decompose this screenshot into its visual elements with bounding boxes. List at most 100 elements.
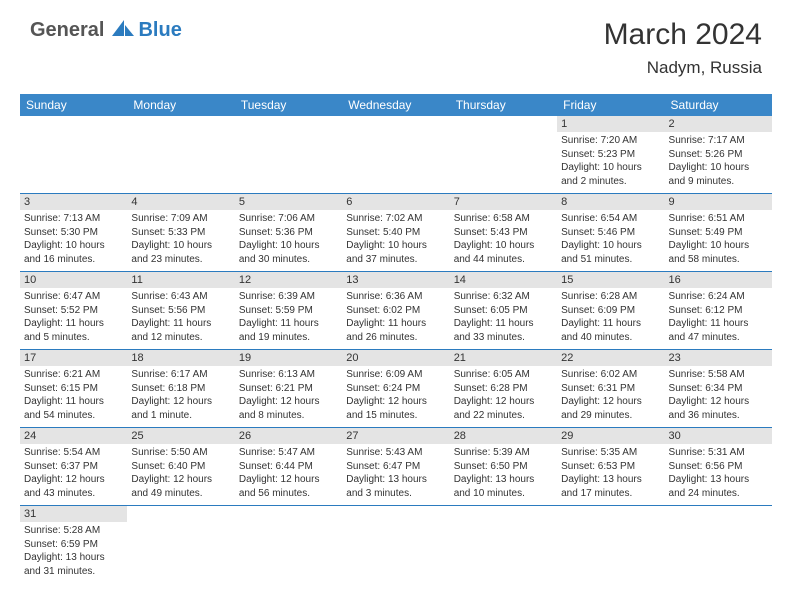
sunrise-text: Sunrise: 6:13 AM (239, 368, 338, 382)
day-number: 25 (127, 428, 234, 444)
sunrise-text: Sunrise: 7:02 AM (346, 212, 445, 226)
day-number: 27 (342, 428, 449, 444)
calendar-row: 1Sunrise: 7:20 AMSunset: 5:23 PMDaylight… (20, 116, 772, 194)
sunset-text: Sunset: 6:47 PM (346, 460, 445, 474)
daylight-text: Daylight: 10 hours (346, 239, 445, 253)
daylight-text: and 12 minutes. (131, 331, 230, 345)
daylight-text: Daylight: 13 hours (454, 473, 553, 487)
calendar-row: 17 Sunrise: 6:21 AMSunset: 6:15 PM Dayligh… (20, 350, 772, 428)
daylight-text: and 31 minutes. (24, 565, 123, 579)
sunset-text: Sunset: 6:15 PM (24, 382, 123, 396)
weekday-header: Sunday (20, 94, 127, 116)
day-number: 14 (450, 272, 557, 288)
day-number: 8 (557, 194, 664, 210)
sunrise-text: Sunrise: 7:13 AM (24, 212, 123, 226)
calendar-cell: 13Sunrise: 6:36 AMSunset: 6:02 PMDayligh… (342, 272, 449, 350)
day-number: 31 (20, 506, 127, 522)
daylight-text: Daylight: 10 hours (561, 239, 660, 253)
daylight-text: and 19 minutes. (239, 331, 338, 345)
sunset-text: Sunset: 5:33 PM (131, 226, 230, 240)
sunrise-text: Sunrise: 7:09 AM (131, 212, 230, 226)
sunset-text: Sunset: 5:43 PM (454, 226, 553, 240)
sunset-text: Sunset: 6:37 PM (24, 460, 123, 474)
daylight-text: and 24 minutes. (669, 487, 768, 501)
calendar-cell (235, 506, 342, 584)
header: General Blue March 2024 Nadym, Russia (0, 0, 792, 86)
calendar-cell (557, 506, 664, 584)
day-number: 6 (342, 194, 449, 210)
calendar-cell: 16Sunrise: 6:24 AMSunset: 6:12 PMDayligh… (665, 272, 772, 350)
daylight-text: Daylight: 10 hours (669, 161, 768, 175)
daylight-text: Daylight: 10 hours (24, 239, 123, 253)
daylight-text: and 26 minutes. (346, 331, 445, 345)
day-number: 3 (20, 194, 127, 210)
daylight-text: Daylight: 11 hours (239, 317, 338, 331)
sunset-text: Sunset: 5:56 PM (131, 304, 230, 318)
day-number: 28 (450, 428, 557, 444)
calendar-cell: 28Sunrise: 5:39 AMSunset: 6:50 PMDayligh… (450, 428, 557, 506)
daylight-text: and 58 minutes. (669, 253, 768, 267)
daylight-text: Daylight: 13 hours (346, 473, 445, 487)
daylight-text: and 40 minutes. (561, 331, 660, 345)
sunset-text: Sunset: 5:40 PM (346, 226, 445, 240)
weekday-header: Saturday (665, 94, 772, 116)
sunrise-text: Sunrise: 5:47 AM (239, 446, 338, 460)
calendar-cell: 22Sunrise: 6:02 AMSunset: 6:31 PMDayligh… (557, 350, 664, 428)
daylight-text: Daylight: 12 hours (131, 395, 230, 409)
weekday-header: Thursday (450, 94, 557, 116)
daylight-text: and 56 minutes. (239, 487, 338, 501)
daylight-text: Daylight: 13 hours (669, 473, 768, 487)
calendar-cell: 9Sunrise: 6:51 AMSunset: 5:49 PMDaylight… (665, 194, 772, 272)
daylight-text: and 9 minutes. (669, 175, 768, 189)
sunrise-text: Sunrise: 6:54 AM (561, 212, 660, 226)
logo-text-blue: Blue (138, 19, 181, 42)
day-number: 18 (127, 350, 234, 366)
sunrise-text: Sunrise: 6:36 AM (346, 290, 445, 304)
calendar-cell: 11Sunrise: 6:43 AMSunset: 5:56 PMDayligh… (127, 272, 234, 350)
daylight-text: and 51 minutes. (561, 253, 660, 267)
title-block: March 2024 Nadym, Russia (604, 18, 762, 78)
daylight-text: and 5 minutes. (24, 331, 123, 345)
daylight-text: and 17 minutes. (561, 487, 660, 501)
sunrise-text: Sunrise: 6:28 AM (561, 290, 660, 304)
day-number: 21 (450, 350, 557, 366)
sunset-text: Sunset: 6:09 PM (561, 304, 660, 318)
calendar-cell (127, 506, 234, 584)
sunrise-text: Sunrise: 7:17 AM (669, 134, 768, 148)
calendar-table: Sunday Monday Tuesday Wednesday Thursday… (20, 94, 772, 583)
day-number: 13 (342, 272, 449, 288)
sunrise-text: Sunrise: 6:09 AM (346, 368, 445, 382)
sunset-text: Sunset: 6:31 PM (561, 382, 660, 396)
page-title: March 2024 (604, 18, 762, 52)
calendar-cell: 6 Sunrise: 7:02 AMSunset: 5:40 PMDaylight… (342, 194, 449, 272)
daylight-text: Daylight: 11 hours (346, 317, 445, 331)
sunset-text: Sunset: 6:24 PM (346, 382, 445, 396)
daylight-text: and 16 minutes. (24, 253, 123, 267)
daylight-text: Daylight: 13 hours (561, 473, 660, 487)
weekday-header: Monday (127, 94, 234, 116)
calendar-cell: 8 Sunrise: 6:54 AMSunset: 5:46 PMDaylight… (557, 194, 664, 272)
sunset-text: Sunset: 6:21 PM (239, 382, 338, 396)
logo-text-general: General (30, 19, 104, 42)
daylight-text: and 49 minutes. (131, 487, 230, 501)
day-number: 17 (20, 350, 127, 366)
calendar-cell: 2Sunrise: 7:17 AMSunset: 5:26 PMDaylight… (665, 116, 772, 194)
sunset-text: Sunset: 5:36 PM (239, 226, 338, 240)
daylight-text: Daylight: 13 hours (24, 551, 123, 565)
calendar-row: 24Sunrise: 5:54 AMSunset: 6:37 PMDayligh… (20, 428, 772, 506)
calendar-cell: 25Sunrise: 5:50 AMSunset: 6:40 PMDayligh… (127, 428, 234, 506)
calendar-cell: 23Sunrise: 5:58 AMSunset: 6:34 PMDayligh… (665, 350, 772, 428)
sunset-text: Sunset: 5:46 PM (561, 226, 660, 240)
sunrise-text: Sunrise: 6:21 AM (24, 368, 123, 382)
day-number: 15 (557, 272, 664, 288)
sunrise-text: Sunrise: 5:31 AM (669, 446, 768, 460)
calendar-row: 31Sunrise: 5:28 AMSunset: 6:59 PMDayligh… (20, 506, 772, 584)
day-number: 16 (665, 272, 772, 288)
daylight-text: and 29 minutes. (561, 409, 660, 423)
calendar-cell: 1Sunrise: 7:20 AMSunset: 5:23 PMDaylight… (557, 116, 664, 194)
sunset-text: Sunset: 5:59 PM (239, 304, 338, 318)
sunrise-text: Sunrise: 6:43 AM (131, 290, 230, 304)
location-label: Nadym, Russia (604, 58, 762, 78)
day-number: 1 (557, 116, 664, 132)
calendar-row: 10Sunrise: 6:47 AMSunset: 5:52 PMDayligh… (20, 272, 772, 350)
